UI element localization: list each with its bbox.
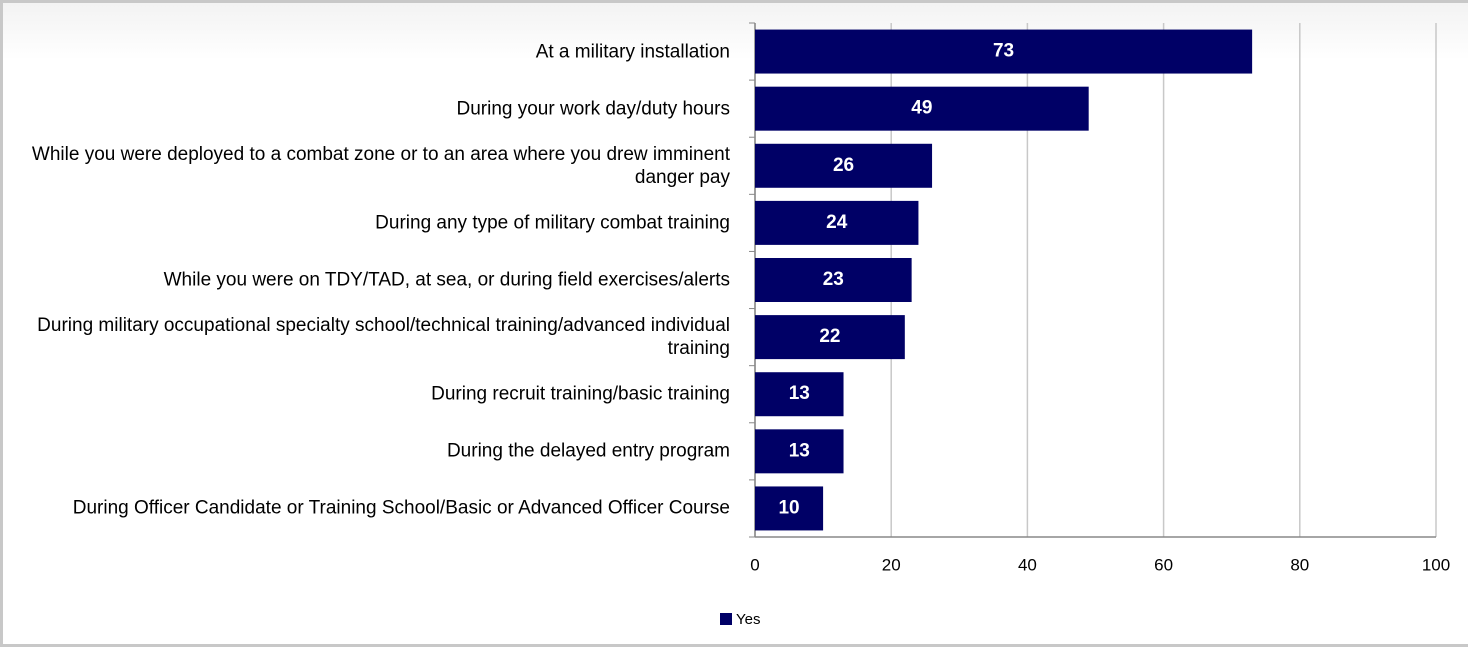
y-tick-label: During the delayed entry program (446, 440, 730, 462)
x-tick-label: 0 (750, 555, 759, 574)
y-tick-label: At a military installation (535, 41, 730, 63)
legend-label: Yes (736, 611, 760, 628)
value-label: 13 (789, 440, 810, 461)
value-label: 73 (993, 41, 1014, 62)
bar (755, 315, 905, 360)
bar (755, 258, 912, 302)
value-label: 13 (789, 383, 810, 404)
y-tick-label: During your work day/duty hours (456, 98, 730, 120)
y-tick-label: While you were on TDY/TAD, at sea, or du… (163, 269, 730, 291)
bar (755, 486, 824, 531)
bar (755, 372, 844, 417)
bar (755, 200, 919, 245)
value-label: 49 (911, 98, 932, 119)
x-tick-label: 20 (882, 555, 901, 574)
x-tick-label: 40 (1018, 555, 1037, 574)
bar (755, 143, 933, 188)
x-tick-label: 60 (1154, 555, 1173, 574)
value-label: 26 (833, 155, 854, 176)
value-label: 10 (778, 497, 799, 518)
legend-swatch (720, 613, 732, 625)
y-tick-label: While you were deployed to a combat zone… (31, 143, 730, 188)
x-tick-label: 100 (1422, 555, 1450, 574)
bar (755, 29, 1253, 74)
value-label: 22 (819, 326, 840, 347)
value-label: 23 (823, 269, 844, 290)
bar (755, 429, 844, 474)
value-label: 24 (826, 212, 848, 233)
y-tick-label: During recruit training/basic training (431, 383, 730, 405)
y-tick-label: During any type of military combat train… (375, 212, 730, 234)
y-tick-label: During Officer Candidate or Training Sch… (72, 497, 730, 519)
bar (755, 86, 1089, 131)
x-tick-label: 80 (1290, 555, 1309, 574)
y-tick-label: During military occupational specialty s… (37, 315, 730, 360)
